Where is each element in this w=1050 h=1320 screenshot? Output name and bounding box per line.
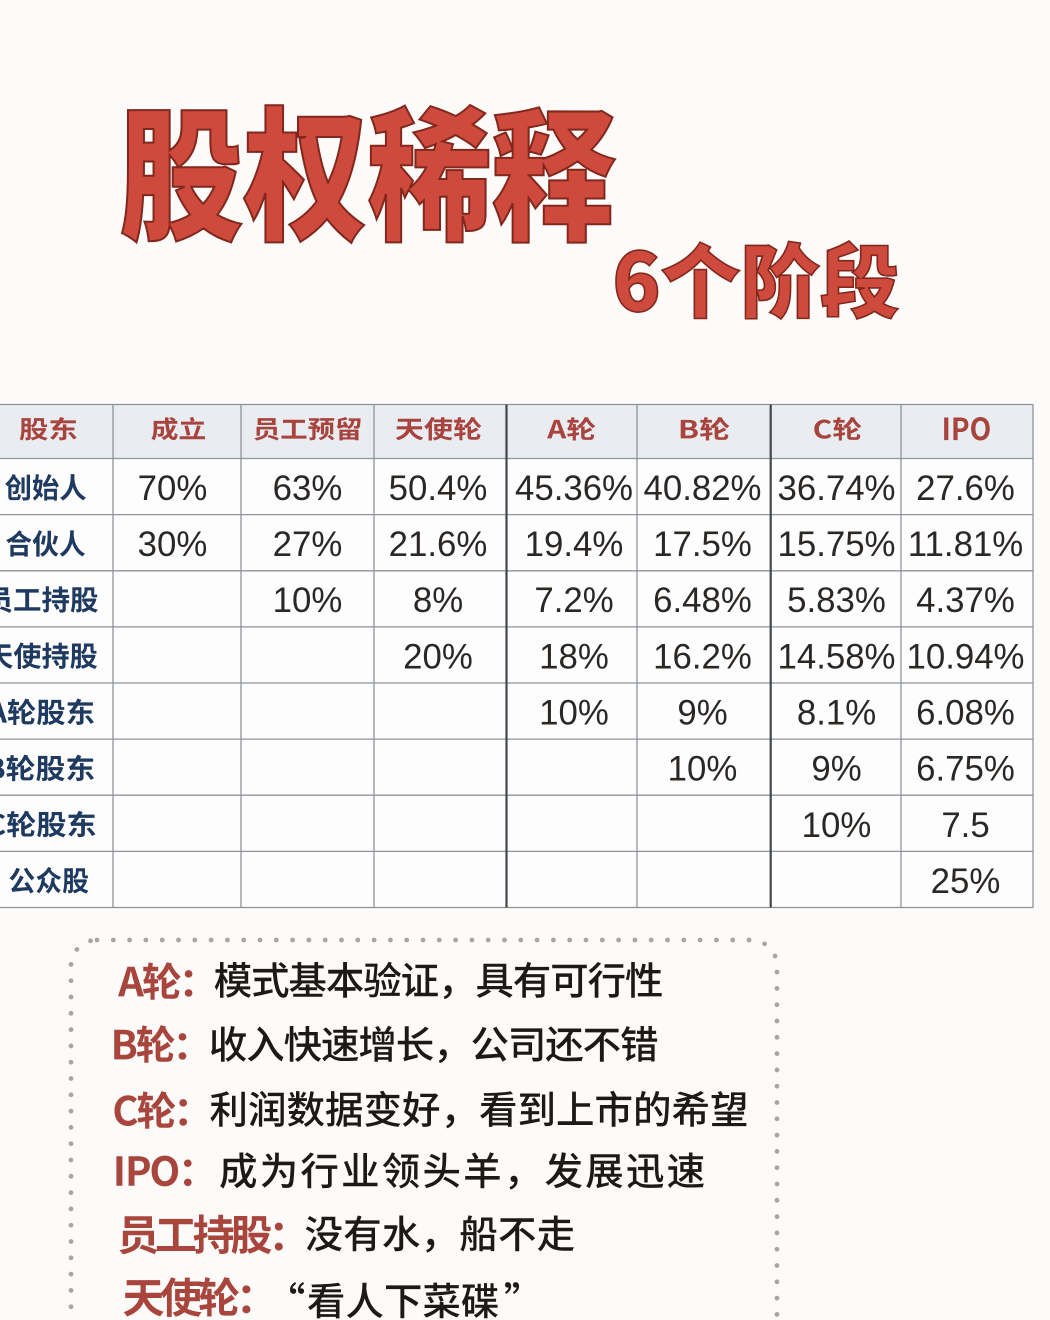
svg-text:27.6%: 27.6%	[916, 469, 1015, 508]
svg-text:18%: 18%	[539, 637, 609, 676]
svg-text:9%: 9%	[811, 750, 861, 789]
svg-text:14.58%: 14.58%	[777, 637, 895, 676]
svg-text:10.94%: 10.94%	[906, 637, 1024, 676]
svg-text:25%: 25%	[931, 862, 1001, 901]
svg-text:7.5: 7.5	[941, 806, 989, 845]
svg-text:6.75%: 6.75%	[916, 750, 1015, 789]
svg-text:20%: 20%	[403, 637, 473, 676]
svg-text:21.6%: 21.6%	[389, 525, 488, 564]
svg-text:6.48%: 6.48%	[653, 581, 752, 620]
svg-text:45.36%: 45.36%	[515, 469, 633, 508]
svg-text:11.81%: 11.81%	[908, 525, 1023, 564]
svg-text:30%: 30%	[138, 525, 208, 564]
svg-text:4.37%: 4.37%	[916, 581, 1015, 620]
svg-text:36.74%: 36.74%	[777, 469, 895, 508]
svg-text:40.82%: 40.82%	[643, 469, 761, 508]
svg-text:10%: 10%	[802, 806, 872, 845]
svg-text:70%: 70%	[138, 469, 208, 508]
svg-text:7.2%: 7.2%	[534, 581, 613, 620]
svg-text:27%: 27%	[273, 525, 343, 564]
svg-text:10%: 10%	[668, 750, 738, 789]
svg-text:15.75%: 15.75%	[777, 525, 895, 564]
svg-text:63%: 63%	[273, 469, 343, 508]
svg-text:10%: 10%	[273, 581, 343, 620]
svg-text:6.08%: 6.08%	[916, 694, 1015, 733]
svg-text:8%: 8%	[413, 581, 463, 620]
svg-text:50.4%: 50.4%	[389, 469, 488, 508]
svg-text:8.1%: 8.1%	[797, 694, 876, 733]
svg-text:10%: 10%	[539, 694, 609, 733]
svg-text:17.5%: 17.5%	[653, 525, 752, 564]
svg-text:9%: 9%	[677, 694, 727, 733]
svg-text:5.83%: 5.83%	[787, 581, 886, 620]
svg-text:16.2%: 16.2%	[653, 637, 752, 676]
svg-text:19.4%: 19.4%	[525, 525, 624, 564]
